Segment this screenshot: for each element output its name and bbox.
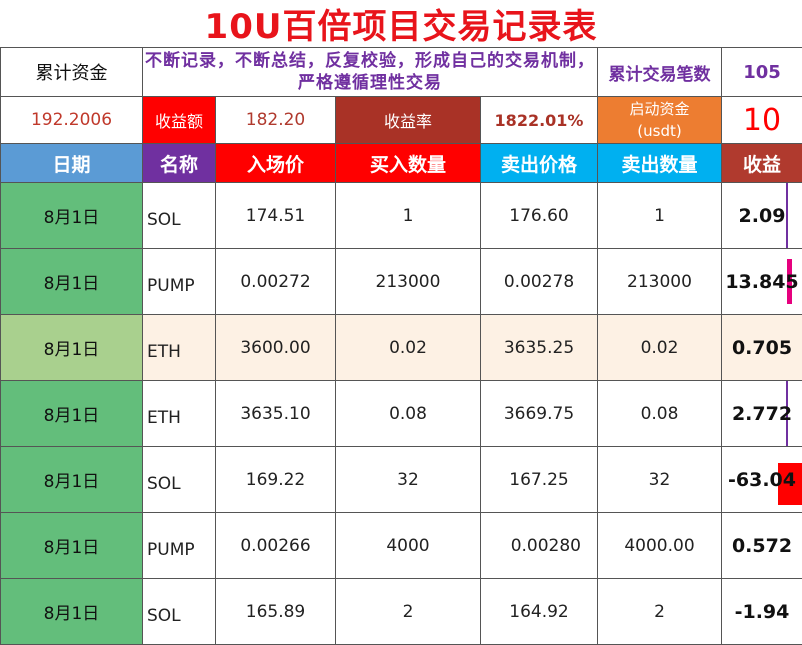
entry-price-cell: 0.00266 <box>216 513 336 579</box>
header-date: 日期 <box>1 144 143 183</box>
name-cell: PUMP <box>143 513 216 579</box>
profit-cell: 2.09 <box>722 183 802 249</box>
date-cell: 8月1日 <box>1 249 143 315</box>
sell-quantity-cell: 2 <box>598 579 722 645</box>
date-cell: 8月1日 <box>1 183 143 249</box>
sell-price-cell: 167.25 <box>481 447 598 513</box>
start-funds-value: 10 <box>722 97 802 144</box>
profit-cell: 2.772 <box>722 381 802 447</box>
date-cell: 8月1日 <box>1 381 143 447</box>
profit-rate-label: 收益率 <box>336 97 481 144</box>
date-cell: 8月1日 <box>1 447 143 513</box>
profit-value: 2.772 <box>732 403 792 425</box>
profit-cell: -63.04 <box>722 447 802 513</box>
profit-value: -1.94 <box>735 601 790 623</box>
table-row: 8月1日 SOL 169.22 32 167.25 32 -63.04 <box>1 447 802 513</box>
summary-row-2: 192.2006 收益额 182.20 收益率 1822.01% 启动资金(us… <box>1 97 802 144</box>
start-funds-label-line: (usdt) <box>598 120 721 142</box>
table-row: 8月1日 ETH 3600.00 0.02 3635.25 0.02 0.705 <box>1 315 802 381</box>
profit-rate-value: 1822.01% <box>481 97 598 144</box>
sell-price-cell: 3635.25 <box>481 315 598 381</box>
profit-cell: 0.705 <box>722 315 802 381</box>
header-sell-quantity: 卖出数量 <box>598 144 722 183</box>
profit-value: 0.572 <box>732 535 792 557</box>
total-funds-value: 192.2006 <box>1 97 143 144</box>
name-cell: SOL <box>143 579 216 645</box>
entry-price-cell: 169.22 <box>216 447 336 513</box>
name-cell: PUMP <box>143 249 216 315</box>
profit-cell: 0.572 <box>722 513 802 579</box>
table-row: 8月1日 PUMP 0.00266 4000 0.00280 4000.00 0… <box>1 513 802 579</box>
name-cell: SOL <box>143 183 216 249</box>
column-header-row: 日期 名称 入场价 买入数量 卖出价格 卖出数量 收益 <box>1 144 802 183</box>
sell-price-cell: 164.92 <box>481 579 598 645</box>
total-funds-label: 累计资金 <box>1 48 143 97</box>
sell-quantity-cell: 0.08 <box>598 381 722 447</box>
sell-quantity-cell: 32 <box>598 447 722 513</box>
sheet-title: 10U百倍项目交易记录表 <box>0 0 802 47</box>
header-entry-price: 入场价 <box>216 144 336 183</box>
header-buy-quantity: 买入数量 <box>336 144 481 183</box>
sell-price-cell: 176.60 <box>481 183 598 249</box>
table-row: 8月1日 SOL 174.51 1 176.60 1 2.09 <box>1 183 802 249</box>
date-cell: 8月1日 <box>1 513 143 579</box>
table-row: 8月1日 SOL 165.89 2 164.92 2 -1.94 <box>1 579 802 645</box>
trade-count-value: 105 <box>722 48 802 97</box>
buy-quantity-cell: 2 <box>336 579 481 645</box>
sell-price-cell: 3669.75 <box>481 381 598 447</box>
entry-price-cell: 165.89 <box>216 579 336 645</box>
sell-price-cell: 0.00278 <box>481 249 598 315</box>
table-row: 8月1日 ETH 3635.10 0.08 3669.75 0.08 2.772 <box>1 381 802 447</box>
profit-amount-value: 182.20 <box>216 97 336 144</box>
summary-row-1: 累计资金 不断记录，不断总结，反复校验，形成自己的交易机制，严格遵循理性交易 累… <box>1 48 802 97</box>
sell-quantity-cell: 1 <box>598 183 722 249</box>
buy-quantity-cell: 32 <box>336 447 481 513</box>
header-sell-price: 卖出价格 <box>481 144 598 183</box>
sell-quantity-cell: 213000 <box>598 249 722 315</box>
profit-value: 0.705 <box>732 337 792 359</box>
entry-price-cell: 174.51 <box>216 183 336 249</box>
trade-count-label: 累计交易笔数 <box>598 48 722 97</box>
name-cell: ETH <box>143 381 216 447</box>
sell-quantity-cell: 4000.00 <box>598 513 722 579</box>
profit-bar-axis <box>786 183 788 248</box>
entry-price-cell: 3600.00 <box>216 315 336 381</box>
profit-cell: 13.845 <box>722 249 802 315</box>
header-name: 名称 <box>143 144 216 183</box>
sell-price-cell: 0.00280 <box>481 513 598 579</box>
profit-cell: -1.94 <box>722 579 802 645</box>
profit-value: 2.09 <box>739 205 786 227</box>
trade-table: 累计资金 不断记录，不断总结，反复校验，形成自己的交易机制，严格遵循理性交易 累… <box>0 47 802 645</box>
name-cell: ETH <box>143 315 216 381</box>
buy-quantity-cell: 213000 <box>336 249 481 315</box>
profit-amount-label: 收益额 <box>143 97 216 144</box>
sell-quantity-cell: 0.02 <box>598 315 722 381</box>
buy-quantity-cell: 0.08 <box>336 381 481 447</box>
start-funds-label-line: 启动资金 <box>598 98 721 120</box>
trade-record-sheet: 10U百倍项目交易记录表 累计资金 不断记录，不断总结，反复校验，形成自己的交易… <box>0 0 802 595</box>
buy-quantity-cell: 1 <box>336 183 481 249</box>
start-funds-label-text: 启动资金(usdt) <box>598 98 721 142</box>
header-profit: 收益 <box>722 144 802 183</box>
buy-quantity-cell: 0.02 <box>336 315 481 381</box>
name-cell: SOL <box>143 447 216 513</box>
entry-price-cell: 0.00272 <box>216 249 336 315</box>
entry-price-cell: 3635.10 <box>216 381 336 447</box>
date-cell: 8月1日 <box>1 315 143 381</box>
date-cell: 8月1日 <box>1 579 143 645</box>
trading-motto: 不断记录，不断总结，反复校验，形成自己的交易机制，严格遵循理性交易 <box>143 48 598 97</box>
buy-quantity-cell: 4000 <box>336 513 481 579</box>
profit-value: 13.845 <box>725 271 798 293</box>
start-funds-label: 启动资金(usdt) <box>598 97 722 144</box>
profit-value: -63.04 <box>728 469 796 491</box>
table-row: 8月1日 PUMP 0.00272 213000 0.00278 213000 … <box>1 249 802 315</box>
